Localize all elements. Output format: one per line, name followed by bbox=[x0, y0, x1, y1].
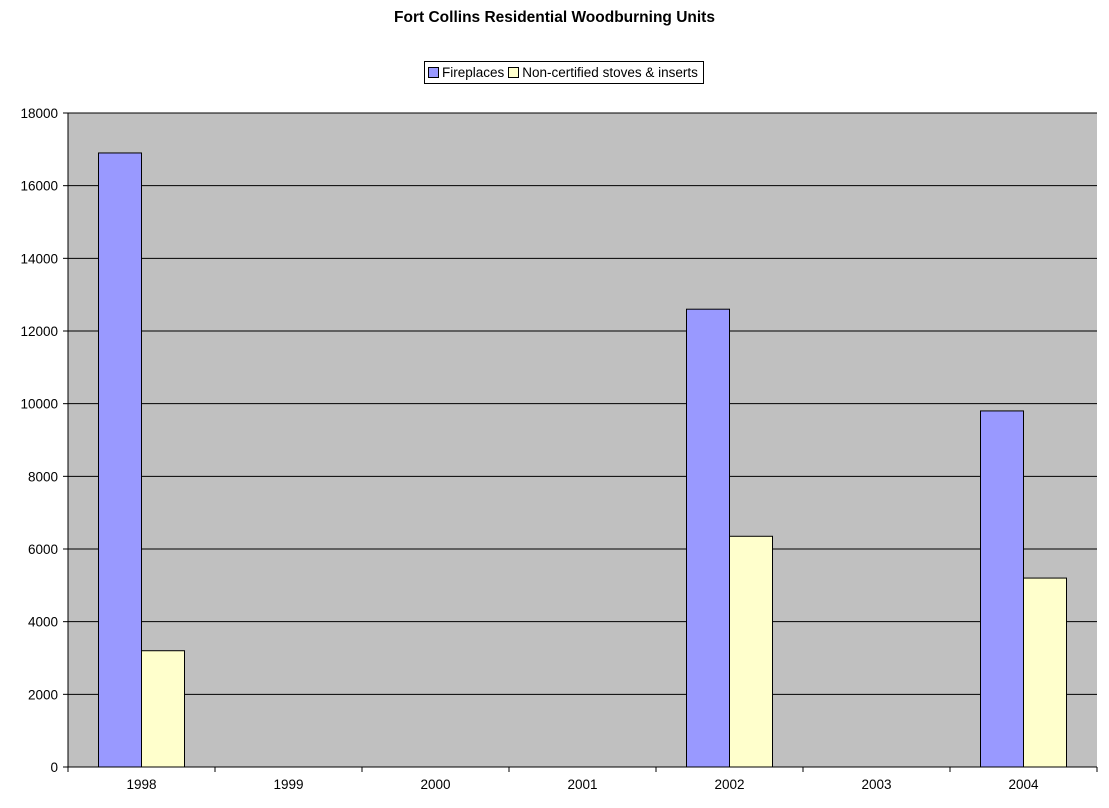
y-tick-label: 6000 bbox=[28, 542, 58, 557]
x-tick-label: 2000 bbox=[420, 777, 450, 792]
legend: Fireplaces Non-certified stoves & insert… bbox=[424, 61, 704, 84]
x-tick-label: 2001 bbox=[567, 777, 597, 792]
y-tick-label: 10000 bbox=[20, 397, 58, 412]
legend-entry-fireplaces: Fireplaces bbox=[428, 65, 504, 80]
bar-fireplaces-1998 bbox=[98, 152, 142, 768]
y-tick-label: 4000 bbox=[28, 615, 58, 630]
legend-label-stoves: Non-certified stoves & inserts bbox=[522, 65, 698, 80]
bar-stoves-2002 bbox=[729, 535, 773, 768]
x-tick-label: 2002 bbox=[714, 777, 744, 792]
legend-swatch-stoves bbox=[508, 67, 520, 78]
y-tick-label: 2000 bbox=[28, 687, 58, 702]
legend-swatch-fireplaces bbox=[428, 67, 439, 78]
y-tick-label: 14000 bbox=[20, 251, 58, 266]
bar-fireplaces-2002 bbox=[686, 308, 730, 768]
y-tick-label: 8000 bbox=[28, 469, 58, 484]
y-tick-label: 16000 bbox=[20, 179, 58, 194]
bar-fireplaces-2004 bbox=[980, 410, 1024, 768]
y-tick-label: 12000 bbox=[20, 324, 58, 339]
x-tick-label: 2004 bbox=[1008, 777, 1039, 792]
x-tick-label: 2003 bbox=[861, 777, 891, 792]
legend-label-fireplaces: Fireplaces bbox=[442, 65, 505, 80]
legend-entry-stoves: Non-certified stoves & inserts bbox=[508, 65, 698, 80]
y-tick-label: 0 bbox=[50, 760, 58, 775]
x-tick-label: 1998 bbox=[126, 777, 156, 792]
chart-title: Fort Collins Residential Woodburning Uni… bbox=[394, 9, 715, 26]
bar-stoves-2004 bbox=[1023, 577, 1067, 768]
plot-area bbox=[68, 113, 1097, 767]
x-tick-label: 1999 bbox=[273, 777, 303, 792]
bar-stoves-1998 bbox=[141, 650, 185, 768]
y-tick-label: 18000 bbox=[20, 106, 58, 121]
